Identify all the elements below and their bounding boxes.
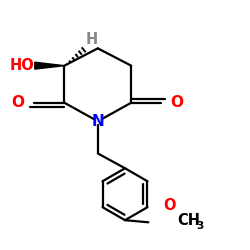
Text: H: H [86,32,98,47]
Text: HO: HO [10,58,35,73]
Text: O: O [12,95,25,110]
Text: O: O [170,95,183,110]
Text: 3: 3 [197,221,204,231]
Text: O: O [163,198,176,213]
Polygon shape [35,62,64,69]
Text: N: N [92,114,104,129]
Text: CH: CH [177,213,200,228]
